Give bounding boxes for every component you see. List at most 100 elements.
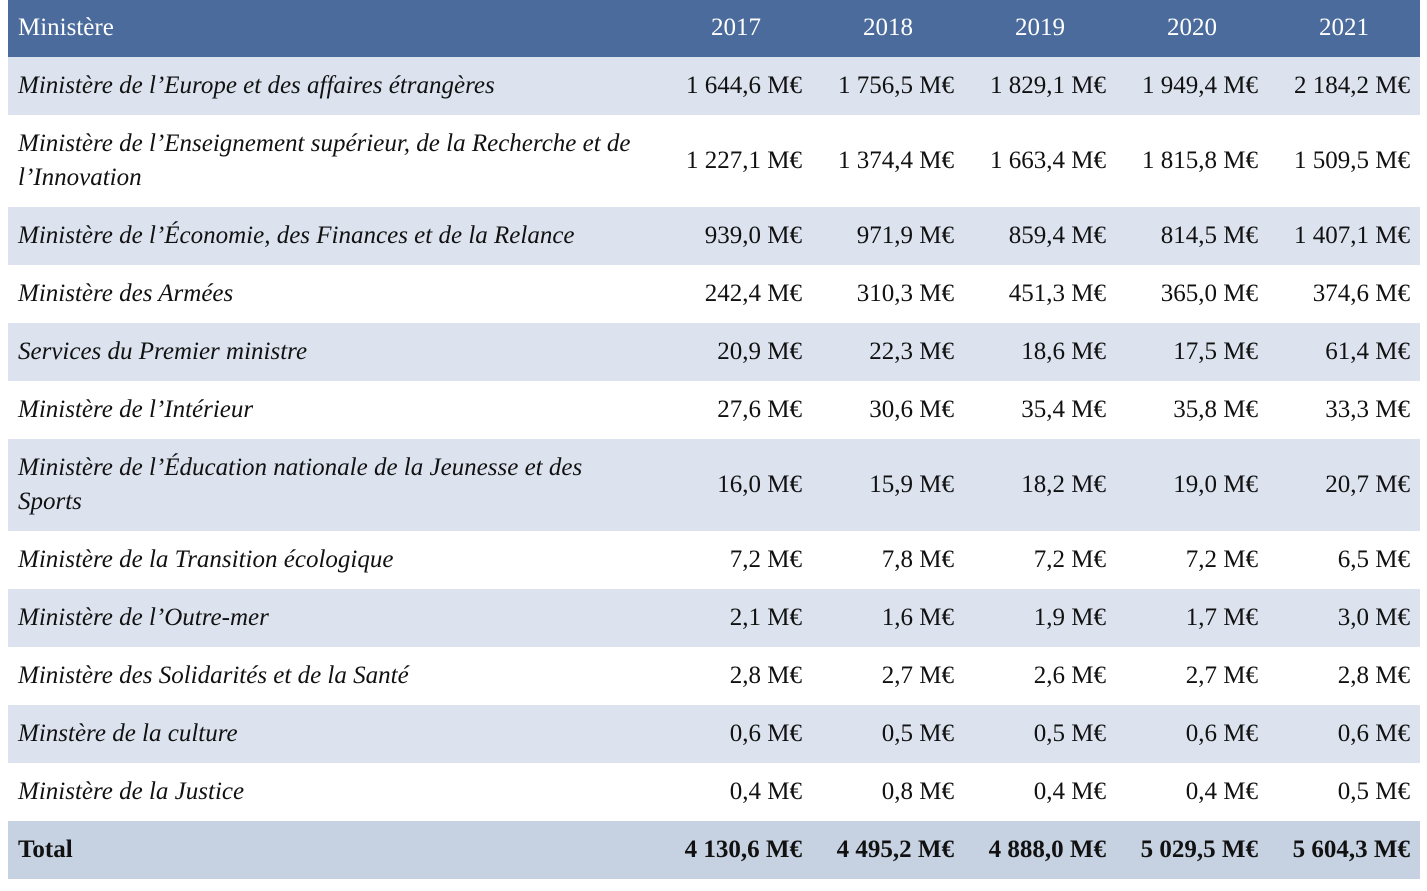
amount-cell: 1,9 M€: [1033, 604, 1106, 631]
amount-cell: 20,9 M€: [717, 338, 802, 365]
table-header: Ministère 2017 2018 2019 2020 2021: [8, 0, 1420, 57]
amount-cell: 22,3 M€: [869, 338, 954, 365]
ministry-name: Ministère de l’Outre-mer: [18, 604, 269, 631]
amount-cell: 16,0 M€: [717, 471, 802, 498]
amount-cell: 61,4 M€: [1325, 338, 1410, 365]
total-amount: 4 888,0 M€: [988, 836, 1106, 863]
ministry-name: Ministère de la Justice: [18, 778, 245, 805]
year-header: 2017: [660, 0, 812, 57]
table-row: Ministère des Armées 242,4 M€ 310,3 M€ 451,…: [8, 265, 1420, 323]
amount-cell: 1 663,4 M€: [990, 147, 1106, 174]
amount-cell: 7,2 M€: [1185, 546, 1258, 573]
amount-cell: 1 509,5 M€: [1294, 147, 1410, 174]
amount-cell: 2,6 M€: [1033, 662, 1106, 689]
ministry-name: Minstère de la culture: [18, 720, 238, 747]
amount-cell: 0,8 M€: [881, 778, 954, 805]
table-row: Ministère de la Justice 0,4 M€ 0,8 M€ 0,4 M…: [8, 763, 1420, 821]
year-header: 2020: [1116, 0, 1268, 57]
table-row: Services du Premier ministre 20,9 M€ 22,3 …: [8, 323, 1420, 381]
table-row: Ministère de l’Économie, des Finances et…: [8, 207, 1420, 265]
amount-cell: 1,7 M€: [1185, 604, 1258, 631]
amount-cell: 1 756,5 M€: [838, 72, 954, 99]
table-row: Ministère des Solidarités et de la Santé…: [8, 647, 1420, 705]
table-row: Ministère de l’Europe et des affaires ét…: [8, 57, 1420, 115]
amount-cell: 0,4 M€: [1185, 778, 1258, 805]
amount-cell: 939,0 M€: [704, 222, 802, 249]
amount-cell: 0,4 M€: [729, 778, 802, 805]
total-amount: 5 604,3 M€: [1292, 836, 1410, 863]
amount-cell: 1 374,4 M€: [838, 147, 954, 174]
total-amount: 5 029,5 M€: [1140, 836, 1258, 863]
amount-cell: 310,3 M€: [856, 280, 954, 307]
amount-cell: 242,4 M€: [704, 280, 802, 307]
amount-cell: 971,9 M€: [856, 222, 954, 249]
amount-cell: 374,6 M€: [1312, 280, 1410, 307]
ministry-name: Services du Premier ministre: [18, 338, 308, 365]
amount-cell: 2,1 M€: [729, 604, 802, 631]
header-row: Ministère 2017 2018 2019 2020 2021: [8, 0, 1420, 57]
ministry-name: Ministère de l’Éducation nationale de la…: [18, 454, 583, 515]
amount-cell: 30,6 M€: [869, 396, 954, 423]
amount-cell: 20,7 M€: [1325, 471, 1410, 498]
amount-cell: 1 644,6 M€: [686, 72, 802, 99]
amount-cell: 0,5 M€: [1337, 778, 1410, 805]
ministry-name: Ministère des Solidarités et de la Santé: [18, 662, 409, 689]
amount-cell: 2 184,2 M€: [1294, 72, 1410, 99]
amount-cell: 18,6 M€: [1021, 338, 1106, 365]
amount-cell: 1 407,1 M€: [1294, 222, 1410, 249]
amount-cell: 6,5 M€: [1337, 546, 1410, 573]
amount-cell: 1,6 M€: [881, 604, 954, 631]
total-amount: 4 495,2 M€: [836, 836, 954, 863]
year-header: 2019: [964, 0, 1116, 57]
amount-cell: 2,7 M€: [881, 662, 954, 689]
amount-cell: 33,3 M€: [1325, 396, 1410, 423]
ministry-name: Ministère de l’Europe et des affaires ét…: [18, 72, 495, 99]
table-row: Ministère de la Transition écologique 7,2…: [8, 531, 1420, 589]
amount-cell: 3,0 M€: [1337, 604, 1410, 631]
table-row: Ministère de l’Éducation nationale de la…: [8, 439, 1420, 531]
amount-cell: 15,9 M€: [869, 471, 954, 498]
ministry-name: Ministère de l’Enseignement supérieur, d…: [18, 130, 631, 191]
amount-cell: 17,5 M€: [1173, 338, 1258, 365]
amount-cell: 35,4 M€: [1021, 396, 1106, 423]
table-row: Ministère de l’Intérieur 27,6 M€ 30,6 M€ 35…: [8, 381, 1420, 439]
total-label: Total: [18, 836, 73, 863]
total-row: Total 4 130,6 M€ 4 495,2 M€ 4 888,0 M€ 5 029…: [8, 821, 1420, 879]
amount-cell: 7,2 M€: [1033, 546, 1106, 573]
table-row: Minstère de la culture 0,6 M€ 0,5 M€ 0,5 M€…: [8, 705, 1420, 763]
amount-cell: 0,6 M€: [1337, 720, 1410, 747]
amount-cell: 2,8 M€: [729, 662, 802, 689]
budget-table: Ministère 2017 2018 2019 2020 2021 Ministère …: [8, 0, 1420, 879]
amount-cell: 18,2 M€: [1021, 471, 1106, 498]
amount-cell: 1 815,8 M€: [1142, 147, 1258, 174]
amount-cell: 1 829,1 M€: [990, 72, 1106, 99]
table-row: Ministère de l’Enseignement supérieur, d…: [8, 115, 1420, 207]
amount-cell: 35,8 M€: [1173, 396, 1258, 423]
amount-cell: 2,7 M€: [1185, 662, 1258, 689]
amount-cell: 0,6 M€: [1185, 720, 1258, 747]
amount-cell: 0,6 M€: [729, 720, 802, 747]
table-body: Ministère de l’Europe et des affaires ét…: [8, 57, 1420, 879]
amount-cell: 859,4 M€: [1008, 222, 1106, 249]
amount-cell: 0,5 M€: [1033, 720, 1106, 747]
ministry-name: Ministère de l’Intérieur: [18, 396, 254, 423]
year-header: 2021: [1268, 0, 1420, 57]
amount-cell: 365,0 M€: [1160, 280, 1258, 307]
ministry-name: Ministère de la Transition écologique: [18, 546, 394, 573]
year-header: 2018: [812, 0, 964, 57]
table-row: Ministère de l’Outre-mer 2,1 M€ 1,6 M€ 1,9 …: [8, 589, 1420, 647]
amount-cell: 1 949,4 M€: [1142, 72, 1258, 99]
amount-cell: 19,0 M€: [1173, 471, 1258, 498]
amount-cell: 27,6 M€: [717, 396, 802, 423]
ministry-name: Ministère des Armées: [18, 280, 234, 307]
amount-cell: 0,4 M€: [1033, 778, 1106, 805]
total-amount: 4 130,6 M€: [684, 836, 802, 863]
ministry-name: Ministère de l’Économie, des Finances et…: [18, 222, 575, 249]
amount-cell: 451,3 M€: [1008, 280, 1106, 307]
amount-cell: 7,8 M€: [881, 546, 954, 573]
amount-cell: 7,2 M€: [729, 546, 802, 573]
amount-cell: 0,5 M€: [881, 720, 954, 747]
amount-cell: 1 227,1 M€: [686, 147, 802, 174]
amount-cell: 2,8 M€: [1337, 662, 1410, 689]
